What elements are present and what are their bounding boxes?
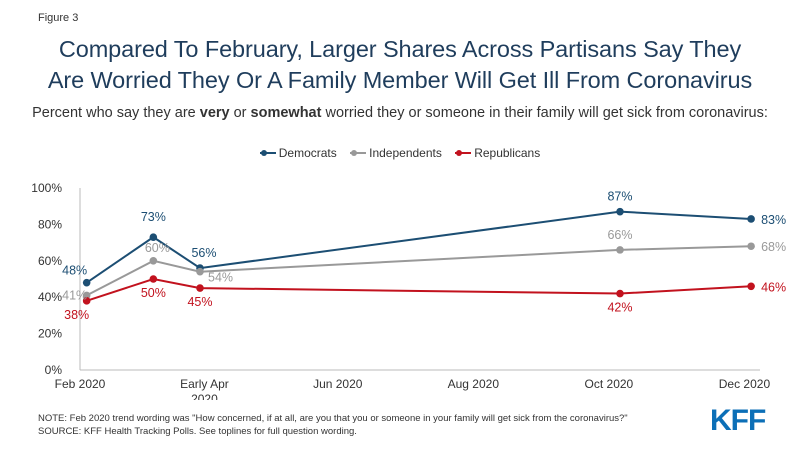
data-label-independents: 66% bbox=[607, 228, 632, 242]
subtitle-bold-very: very bbox=[199, 105, 230, 121]
data-point-republicans bbox=[616, 289, 624, 298]
data-label-independents: 41% bbox=[62, 288, 87, 302]
data-label-democrats: 83% bbox=[761, 213, 786, 227]
legend-label-democrats: Democrats bbox=[278, 146, 337, 160]
legend-swatch-democrats bbox=[259, 150, 276, 156]
data-label-independents: 60% bbox=[145, 241, 170, 255]
chart-subtitle: Percent who say they are very or somewha… bbox=[0, 105, 800, 121]
legend-label-republicans: Republicans bbox=[474, 146, 541, 160]
subtitle-bold-somewhat: somewhat bbox=[250, 105, 322, 121]
data-label-republicans: 45% bbox=[187, 295, 212, 309]
y-tick-label: 20% bbox=[38, 327, 62, 341]
y-tick-label: 0% bbox=[45, 363, 63, 377]
data-label-republicans: 46% bbox=[761, 280, 786, 294]
data-point-independents bbox=[616, 246, 624, 254]
data-label-democrats: 73% bbox=[141, 210, 166, 224]
legend-item-democrats[interactable]: Democrats bbox=[259, 146, 337, 160]
kff-logo: KFF bbox=[710, 404, 766, 437]
data-label-republicans: 38% bbox=[64, 308, 89, 322]
y-tick-label: 40% bbox=[38, 290, 62, 304]
y-tick-label: 100% bbox=[31, 181, 62, 195]
data-label-independents: 54% bbox=[208, 271, 233, 285]
series-line-republicans bbox=[86, 277, 752, 302]
data-point-independents bbox=[82, 291, 91, 300]
data-point-republicans bbox=[747, 282, 755, 291]
chart-notes: NOTE: Feb 2020 trend wording was "How co… bbox=[38, 412, 628, 438]
data-point-democrats bbox=[747, 215, 755, 223]
subtitle-suffix: worried they or someone in their family … bbox=[321, 105, 768, 121]
legend-item-independents[interactable]: Independents bbox=[350, 146, 442, 160]
data-label-democrats: 48% bbox=[62, 264, 87, 278]
chart-title-line-1: Compared To February, Larger Shares Acro… bbox=[58, 36, 742, 62]
legend-label-independents: Independents bbox=[369, 146, 442, 160]
data-point-democrats bbox=[616, 207, 624, 216]
data-point-republicans bbox=[149, 275, 158, 283]
x-tick-label: Jun 2020 bbox=[313, 377, 363, 391]
y-tick-label: 80% bbox=[38, 217, 62, 231]
data-point-republicans bbox=[196, 284, 204, 292]
subtitle-mid: or bbox=[229, 105, 251, 121]
chart-legend: Democrats Independents Republicans bbox=[0, 146, 800, 160]
x-tick-label: Dec 2020 bbox=[719, 377, 771, 391]
legend-item-republicans[interactable]: Republicans bbox=[455, 146, 540, 160]
chart-title-line-2: Are Worried They Or A Family Member Will… bbox=[47, 67, 753, 93]
x-tick-label: Feb 2020 bbox=[55, 377, 106, 391]
series-line-independents bbox=[86, 245, 752, 297]
data-label-republicans: 42% bbox=[607, 301, 632, 315]
data-point-democrats bbox=[149, 233, 158, 241]
figure-label: Figure 3 bbox=[38, 12, 79, 24]
data-point-republicans bbox=[82, 297, 91, 305]
data-point-independents bbox=[747, 242, 755, 251]
data-label-independents: 68% bbox=[761, 240, 786, 254]
data-point-independents bbox=[149, 257, 158, 265]
data-point-independents bbox=[196, 267, 204, 276]
source-text: SOURCE: KFF Health Tracking Polls. See t… bbox=[38, 426, 357, 437]
y-tick-label: 60% bbox=[38, 254, 62, 268]
legend-swatch-independents bbox=[350, 150, 367, 156]
data-label-democrats: 87% bbox=[607, 190, 632, 204]
x-tick-label: Oct 2020 bbox=[585, 377, 634, 391]
data-label-democrats: 56% bbox=[191, 246, 216, 260]
x-tick-label: Early Apr bbox=[180, 377, 229, 391]
data-point-democrats bbox=[82, 278, 91, 287]
series-line-democrats bbox=[86, 210, 752, 284]
note-text: NOTE: Feb 2020 trend wording was "How co… bbox=[38, 413, 628, 424]
x-tick-label: Aug 2020 bbox=[448, 377, 500, 391]
x-tick-label: 2020 bbox=[191, 392, 218, 400]
data-label-republicans: 50% bbox=[141, 286, 166, 300]
chart-title: Compared To February, Larger Shares Acro… bbox=[0, 34, 800, 96]
legend-swatch-republicans bbox=[455, 150, 472, 156]
subtitle-prefix: Percent who say they are bbox=[32, 105, 200, 121]
